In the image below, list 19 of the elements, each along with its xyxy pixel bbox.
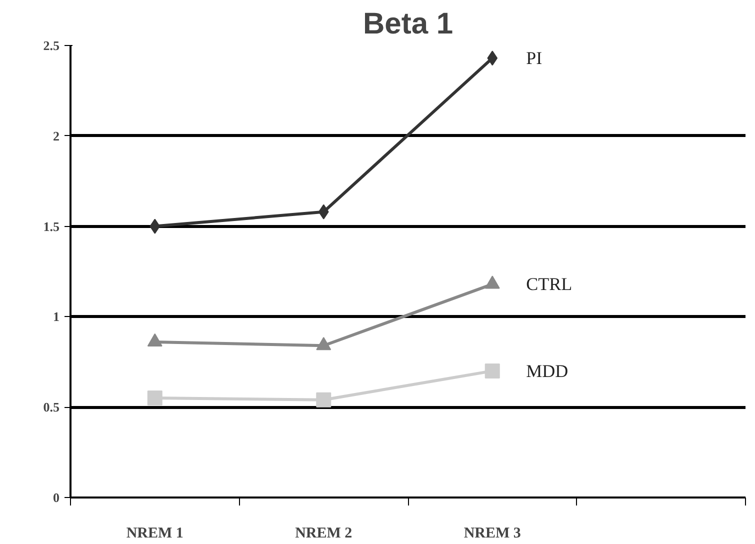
chart-title: Beta 1: [362, 8, 454, 40]
point: [487, 50, 498, 66]
x-tick-label: NREM 2: [295, 526, 352, 542]
x-tick-label: NREM 1: [126, 526, 184, 542]
x-tick-label: NREM 3: [464, 526, 521, 542]
y-tick-label: 2: [53, 128, 60, 144]
y-tick-label: 2.5: [43, 38, 60, 53]
point: [147, 390, 162, 406]
point: [318, 204, 329, 220]
y-tick-label: 1: [53, 309, 60, 324]
y-tick-label: 0.5: [43, 400, 60, 415]
series-label: CTRL: [526, 274, 572, 294]
point: [150, 218, 160, 234]
y-tick-label: 1.5: [43, 218, 60, 234]
series-label: MDD: [526, 360, 568, 381]
series-label: PI: [526, 48, 542, 68]
y-tick-label: 0: [53, 490, 60, 505]
point: [316, 392, 332, 408]
point: [484, 363, 500, 378]
